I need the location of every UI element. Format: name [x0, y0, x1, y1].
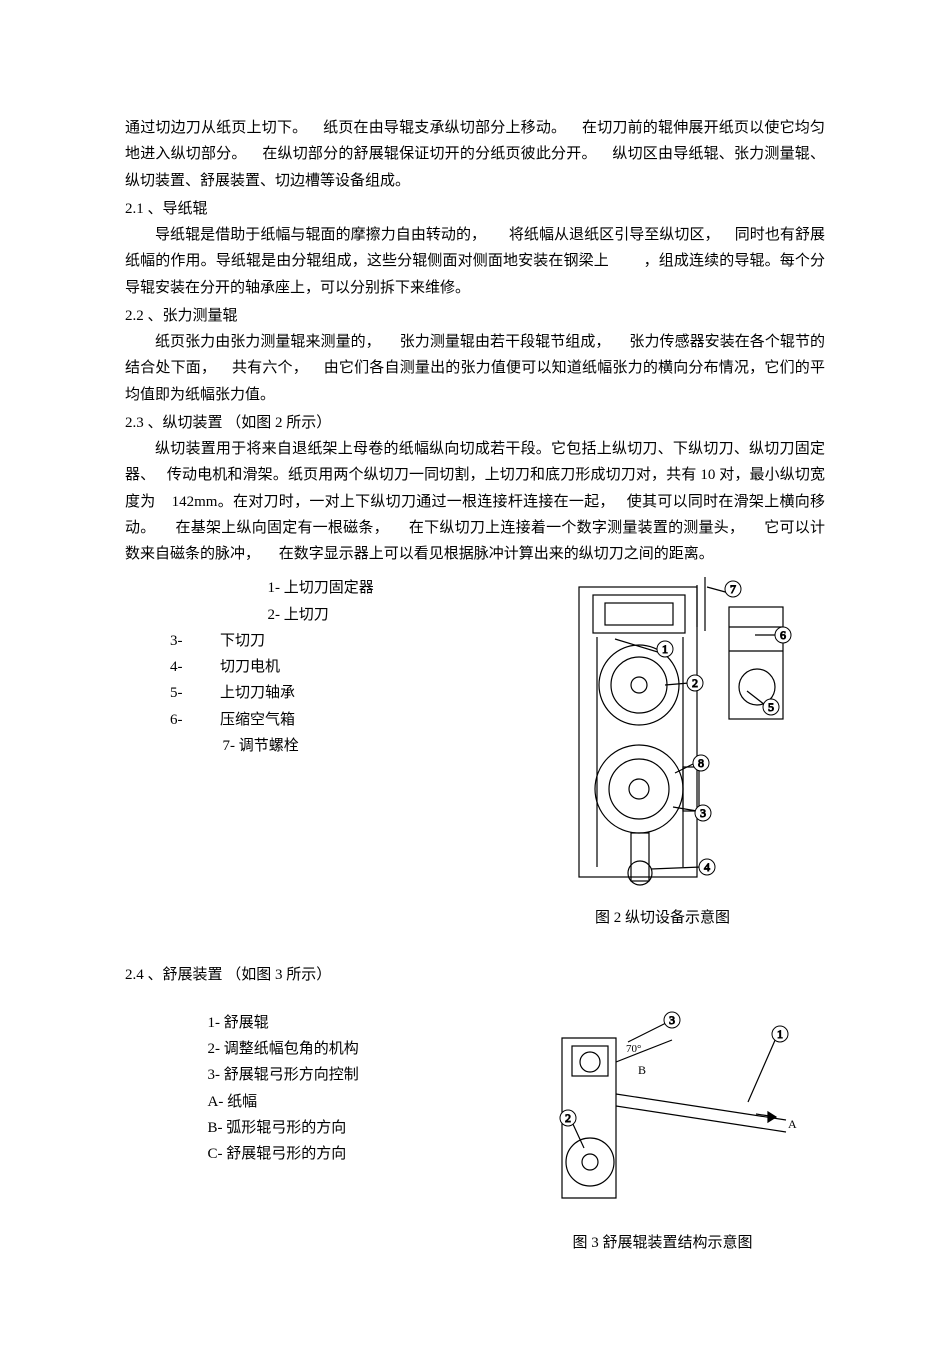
svg-text:70°: 70°: [626, 1043, 641, 1055]
fig2-row: 1- 上切刀固定器 2- 上切刀 3- 下切刀 4- 切刀电机 5- 上切刀轴承…: [125, 567, 825, 931]
callout-2: 2: [692, 676, 698, 690]
callout-8: 8: [698, 756, 704, 770]
fig3-svg: 70° B 3 1 2 A: [518, 1002, 808, 1212]
intro-para: 通过切边刀从纸页上切下。 纸页在由导辊支承纵切部分上移动。 在切刀前的辊伸展开纸…: [125, 115, 825, 194]
fig3-legend: 1- 舒展辊 2- 调整纸幅包角的机构 3- 舒展辊弓形方向控制 A- 纸幅 B…: [125, 1010, 500, 1168]
section-2-1-title: 2.1 、导纸辊: [125, 196, 825, 222]
s21-b: 将纸幅从退纸区引导至纵切区，: [509, 227, 720, 243]
legend-2-1: 1- 上切刀固定器: [268, 575, 501, 601]
s23-c: 142mm。在对刀时，一对上下纵切刀通过一根连接杆连接在一起，: [172, 494, 615, 510]
fig3-container: 70° B 3 1 2 A 图 3 舒展辊装置结构示意图: [500, 1002, 825, 1256]
intro-2: 纸页在由导辊支承纵切部分上移动。: [323, 120, 566, 136]
fig2-svg: 1 2 3 4 5 6 7 8: [533, 567, 793, 887]
legend-3-B: B- 弧形辊弓形的方向: [208, 1115, 501, 1141]
f3-callout-1: 1: [777, 1027, 783, 1041]
s23-f: 在下纵切刀上连接着一个数字测量装置的测量头，: [409, 520, 744, 536]
legend-3-1: 1- 舒展辊: [208, 1010, 501, 1036]
f3-callout-3: 3: [669, 1013, 675, 1027]
fig2-legend: 1- 上切刀固定器 2- 上切刀 3- 下切刀 4- 切刀电机 5- 上切刀轴承…: [125, 575, 500, 759]
legend-3-2: 2- 调整纸幅包角的机构: [208, 1036, 501, 1062]
section-2-3-body: 纵切装置用于将来自退纸架上母卷的纸幅纵向切成若干段。它包括上纵切刀、下纵切刀、纵…: [125, 436, 825, 567]
callout-3: 3: [700, 806, 706, 820]
legend-2-5: 5- 上切刀轴承: [170, 680, 500, 706]
legend-2-2: 2- 上切刀: [268, 602, 501, 628]
svg-text:B: B: [638, 1063, 646, 1077]
section-2-1-body: 导纸辊是借助于纸幅与辊面的摩擦力自由转动的， 将纸幅从退纸区引导至纵切区， 同时…: [125, 222, 825, 301]
legend-3-A: A- 纸幅: [208, 1089, 501, 1115]
callout-5: 5: [768, 700, 774, 714]
callout-4: 4: [704, 860, 710, 874]
section-2-2-title: 2.2 、张力测量辊: [125, 303, 825, 329]
s23-e: 在基架上纵向固定有一根磁条，: [175, 520, 388, 536]
callout-7: 7: [730, 582, 736, 596]
legend-2-6: 6- 压缩空气箱: [170, 707, 500, 733]
fig2-caption: 图 2 纵切设备示意图: [595, 905, 730, 931]
fig2-container: 1 2 3 4 5 6 7 8 图 2 纵切设备示意图: [500, 567, 825, 931]
intro-1: 通过切边刀从纸页上切下。: [125, 120, 307, 136]
legend-3-C: C- 舒展辊弓形的方向: [208, 1141, 501, 1167]
section-2-2-body: 纸页张力由张力测量辊来测量的， 张力测量辊由若干段辊节组成， 张力传感器安装在各…: [125, 329, 825, 408]
legend-2-4: 4- 切刀电机: [170, 654, 500, 680]
fig3-caption: 图 3 舒展辊装置结构示意图: [572, 1230, 752, 1256]
section-2-4-title: 2.4 、舒展装置 （如图 3 所示）: [125, 962, 825, 988]
legend-2-3: 3- 下切刀: [170, 628, 500, 654]
legend-3-3: 3- 舒展辊弓形方向控制: [208, 1062, 501, 1088]
s23-h: 在数字显示器上可以看见根据脉冲计算出来的纵切刀之间的距离。: [279, 546, 714, 562]
intro-4: 在纵切部分的舒展辊保证切开的分纸页彼此分开。: [262, 146, 596, 162]
section-2-3-title: 2.3 、纵切装置 （如图 2 所示）: [125, 410, 825, 436]
fig3-row: 1- 舒展辊 2- 调整纸幅包角的机构 3- 舒展辊弓形方向控制 A- 纸幅 B…: [125, 1002, 825, 1256]
s21-a: 导纸辊是借助于纸幅与辊面的摩擦力自由转动的，: [155, 227, 486, 243]
s22-d: 共有六个，: [232, 360, 308, 376]
callout-6: 6: [780, 628, 786, 642]
f3-callout-A: A: [788, 1117, 797, 1131]
s22-e: 由它们各自测量出的张力值便可以知道纸幅张力的横向分布情况，它们的平均值即为纸幅张…: [125, 360, 825, 402]
s22-b: 张力测量辊由若干段辊节组成，: [400, 334, 611, 350]
f3-callout-2: 2: [565, 1111, 571, 1125]
callout-1: 1: [662, 642, 668, 656]
s22-a: 纸页张力由张力测量辊来测量的，: [155, 334, 381, 350]
legend-2-7: 7- 调节螺栓: [223, 733, 501, 759]
